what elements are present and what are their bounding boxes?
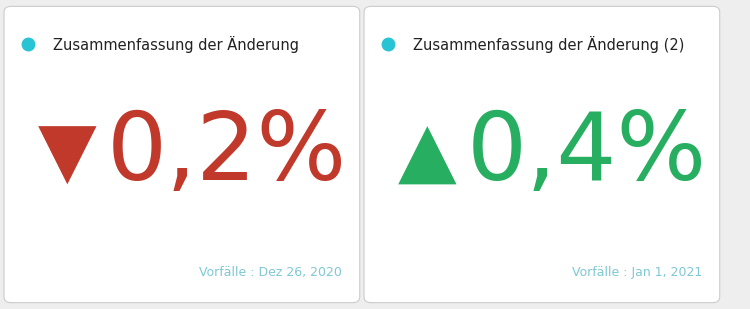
FancyBboxPatch shape [4, 6, 360, 303]
Text: ▼: ▼ [38, 117, 96, 192]
FancyBboxPatch shape [364, 6, 720, 303]
Text: 0,4%: 0,4% [467, 108, 707, 201]
Text: Vorfälle : Dez 26, 2020: Vorfälle : Dez 26, 2020 [200, 266, 342, 279]
Text: Zusammenfassung der Änderung (2): Zusammenfassung der Änderung (2) [413, 36, 684, 53]
Text: 0,2%: 0,2% [107, 108, 347, 201]
Text: Vorfälle : Jan 1, 2021: Vorfälle : Jan 1, 2021 [572, 266, 702, 279]
Text: Zusammenfassung der Änderung: Zusammenfassung der Änderung [53, 36, 298, 53]
Text: ▲: ▲ [398, 117, 456, 192]
